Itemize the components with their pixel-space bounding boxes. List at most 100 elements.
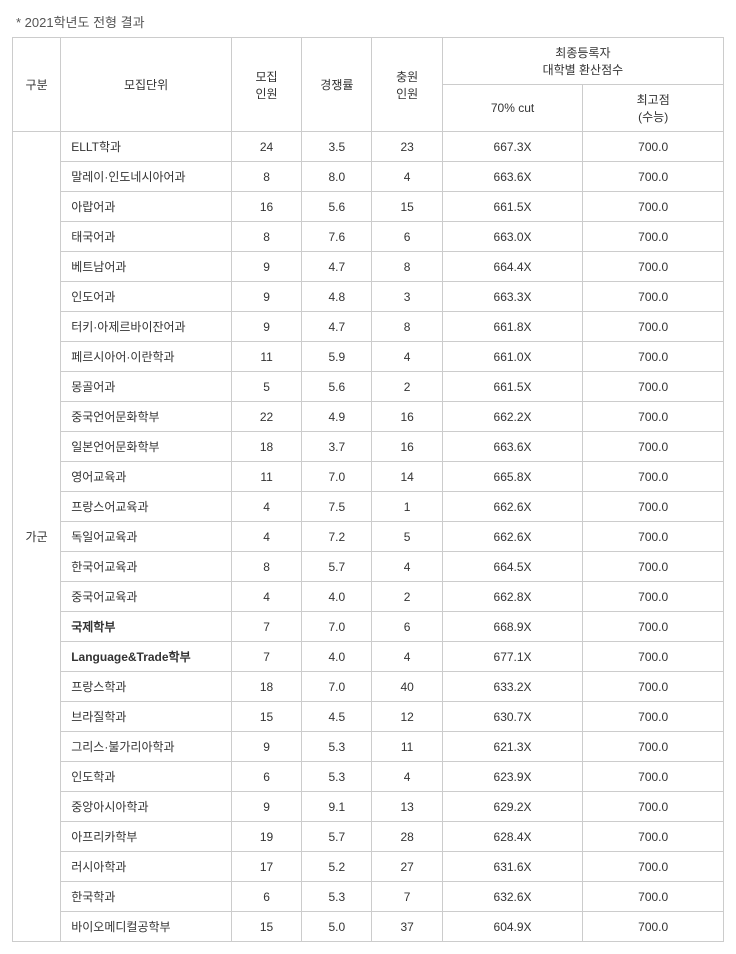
cut-cell: 628.4X: [442, 822, 583, 852]
add-cell: 12: [372, 702, 442, 732]
table-row: 말레이·인도네시아어과88.04663.6X700.0: [13, 162, 724, 192]
header-gubun: 구분: [13, 38, 61, 132]
cut-cell: 677.1X: [442, 642, 583, 672]
dept-cell: 영어교육과: [61, 462, 232, 492]
header-cut70: 70% cut: [442, 85, 583, 132]
add-cell: 28: [372, 822, 442, 852]
recruit-cell: 11: [231, 342, 301, 372]
recruit-cell: 7: [231, 612, 301, 642]
ratio-cell: 7.0: [302, 612, 372, 642]
recruit-cell: 4: [231, 582, 301, 612]
cut-cell: 630.7X: [442, 702, 583, 732]
table-row: 중앙아시아학과99.113629.2X700.0: [13, 792, 724, 822]
recruit-cell: 4: [231, 492, 301, 522]
dept-cell: 인도어과: [61, 282, 232, 312]
ratio-cell: 7.5: [302, 492, 372, 522]
ratio-cell: 8.0: [302, 162, 372, 192]
dept-cell: 그리스·불가리아학과: [61, 732, 232, 762]
dept-cell: 말레이·인도네시아어과: [61, 162, 232, 192]
group-label-cell: 가군: [13, 132, 61, 942]
recruit-cell: 9: [231, 792, 301, 822]
dept-cell: 프랑스어교육과: [61, 492, 232, 522]
add-cell: 4: [372, 162, 442, 192]
max-cell: 700.0: [583, 912, 724, 942]
table-row: 아프리카학부195.728628.4X700.0: [13, 822, 724, 852]
recruit-cell: 24: [231, 132, 301, 162]
table-row: 페르시아어·이란학과115.94661.0X700.0: [13, 342, 724, 372]
cut-cell: 668.9X: [442, 612, 583, 642]
cut-cell: 663.0X: [442, 222, 583, 252]
ratio-cell: 7.2: [302, 522, 372, 552]
table-row: 일본언어문화학부183.716663.6X700.0: [13, 432, 724, 462]
table-row: 태국어과87.66663.0X700.0: [13, 222, 724, 252]
add-cell: 1: [372, 492, 442, 522]
table-row: 러시아학과175.227631.6X700.0: [13, 852, 724, 882]
dept-cell: 중앙아시아학과: [61, 792, 232, 822]
table-row: 바이오메디컬공학부155.037604.9X700.0: [13, 912, 724, 942]
table-row: 독일어교육과47.25662.6X700.0: [13, 522, 724, 552]
add-cell: 2: [372, 582, 442, 612]
ratio-cell: 5.9: [302, 342, 372, 372]
add-cell: 3: [372, 282, 442, 312]
cut-cell: 621.3X: [442, 732, 583, 762]
max-cell: 700.0: [583, 372, 724, 402]
add-cell: 11: [372, 732, 442, 762]
add-cell: 8: [372, 252, 442, 282]
ratio-cell: 7.0: [302, 672, 372, 702]
ratio-cell: 3.7: [302, 432, 372, 462]
recruit-cell: 8: [231, 552, 301, 582]
recruit-cell: 5: [231, 372, 301, 402]
header-max: 최고점(수능): [583, 85, 724, 132]
dept-cell: ELLT학과: [61, 132, 232, 162]
ratio-cell: 5.0: [302, 912, 372, 942]
max-cell: 700.0: [583, 732, 724, 762]
dept-cell: 아프리카학부: [61, 822, 232, 852]
dept-cell: 태국어과: [61, 222, 232, 252]
max-cell: 700.0: [583, 222, 724, 252]
add-cell: 6: [372, 612, 442, 642]
cut-cell: 664.4X: [442, 252, 583, 282]
dept-cell: Language&Trade학부: [61, 642, 232, 672]
recruit-cell: 11: [231, 462, 301, 492]
cut-cell: 632.6X: [442, 882, 583, 912]
max-cell: 700.0: [583, 792, 724, 822]
table-row: 베트남어과94.78664.4X700.0: [13, 252, 724, 282]
cut-cell: 661.5X: [442, 192, 583, 222]
max-cell: 700.0: [583, 492, 724, 522]
add-cell: 37: [372, 912, 442, 942]
add-cell: 16: [372, 402, 442, 432]
ratio-cell: 5.7: [302, 552, 372, 582]
cut-cell: 661.5X: [442, 372, 583, 402]
recruit-cell: 9: [231, 282, 301, 312]
table-row: 아랍어과165.615661.5X700.0: [13, 192, 724, 222]
header-final-group: 최종등록자대학별 환산점수: [442, 38, 723, 85]
table-row: 중국어교육과44.02662.8X700.0: [13, 582, 724, 612]
results-table: 구분 모집단위 모집인원 경쟁률 충원인원 최종등록자대학별 환산점수 70% …: [12, 37, 724, 942]
ratio-cell: 4.5: [302, 702, 372, 732]
table-row: 몽골어과55.62661.5X700.0: [13, 372, 724, 402]
table-header: 구분 모집단위 모집인원 경쟁률 충원인원 최종등록자대학별 환산점수 70% …: [13, 38, 724, 132]
dept-cell: 몽골어과: [61, 372, 232, 402]
dept-cell: 독일어교육과: [61, 522, 232, 552]
cut-cell: 662.2X: [442, 402, 583, 432]
dept-cell: 브라질학과: [61, 702, 232, 732]
table-row: 중국언어문화학부224.916662.2X700.0: [13, 402, 724, 432]
ratio-cell: 5.3: [302, 732, 372, 762]
ratio-cell: 7.6: [302, 222, 372, 252]
max-cell: 700.0: [583, 282, 724, 312]
ratio-cell: 5.7: [302, 822, 372, 852]
ratio-cell: 9.1: [302, 792, 372, 822]
recruit-cell: 6: [231, 762, 301, 792]
cut-cell: 667.3X: [442, 132, 583, 162]
recruit-cell: 18: [231, 672, 301, 702]
recruit-cell: 6: [231, 882, 301, 912]
max-cell: 700.0: [583, 162, 724, 192]
ratio-cell: 4.0: [302, 642, 372, 672]
recruit-cell: 9: [231, 252, 301, 282]
recruit-cell: 22: [231, 402, 301, 432]
header-ratio: 경쟁률: [302, 38, 372, 132]
cut-cell: 663.6X: [442, 162, 583, 192]
cut-cell: 661.8X: [442, 312, 583, 342]
add-cell: 5: [372, 522, 442, 552]
ratio-cell: 5.3: [302, 882, 372, 912]
